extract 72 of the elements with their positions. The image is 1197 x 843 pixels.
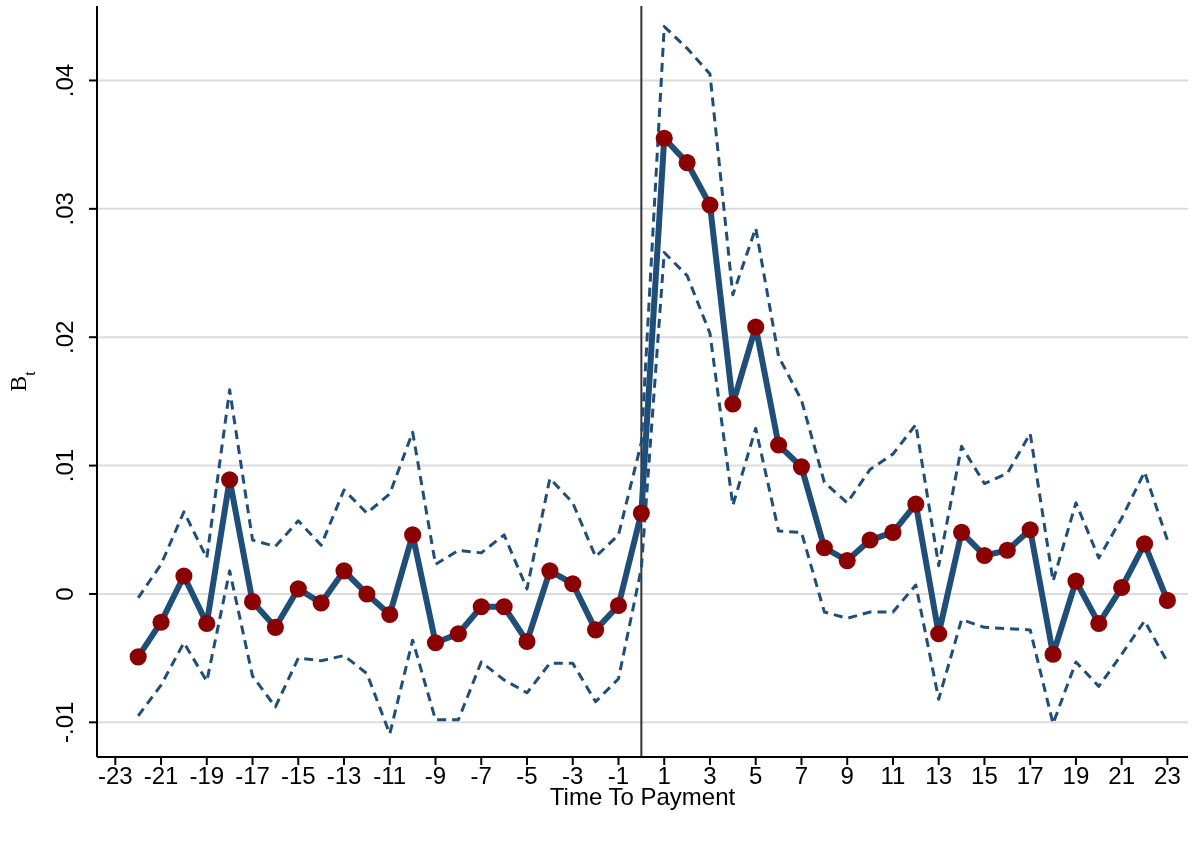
x-tick-label: -7 xyxy=(470,762,492,790)
x-tick-label: -9 xyxy=(424,762,447,790)
point xyxy=(770,436,788,454)
point xyxy=(198,614,216,633)
point xyxy=(1067,572,1085,590)
x-tick-label: -17 xyxy=(235,762,270,790)
x-tick-label: 7 xyxy=(794,762,809,790)
point xyxy=(975,546,993,564)
point xyxy=(335,562,353,580)
point xyxy=(907,495,925,513)
x-tick-label: 15 xyxy=(971,762,998,790)
point xyxy=(724,395,742,413)
point xyxy=(472,598,490,616)
point xyxy=(1113,579,1131,597)
y-tick-label: 0 xyxy=(51,587,78,601)
point xyxy=(312,594,330,612)
point xyxy=(861,531,879,549)
point xyxy=(266,618,284,636)
point xyxy=(884,523,902,541)
point xyxy=(381,605,399,624)
x-tick-label: -23 xyxy=(97,762,133,790)
point xyxy=(289,580,307,598)
point xyxy=(175,567,193,585)
y-tick-label: .03 xyxy=(51,192,78,226)
x-tick-label: -21 xyxy=(143,762,179,790)
x-tick-label: 21 xyxy=(1108,762,1136,790)
point xyxy=(609,596,628,615)
point xyxy=(1090,614,1108,633)
point xyxy=(998,541,1016,559)
point xyxy=(518,632,536,650)
point xyxy=(541,562,559,580)
x-tick-label: 17 xyxy=(1016,762,1044,790)
point xyxy=(953,523,971,541)
x-tick-label: 23 xyxy=(1154,762,1181,790)
point xyxy=(701,196,719,214)
x-tick-label: 19 xyxy=(1062,762,1090,790)
y-tick-label: .01 xyxy=(51,448,78,483)
x-tick-label: 13 xyxy=(925,762,953,790)
point xyxy=(449,625,467,643)
y-tick-label: -.01 xyxy=(51,701,78,744)
y-tick-label: .02 xyxy=(51,320,78,354)
point xyxy=(221,471,239,489)
point xyxy=(564,575,582,593)
point xyxy=(815,539,833,557)
point xyxy=(358,585,376,603)
x-tick-label: -13 xyxy=(326,762,362,790)
point xyxy=(1158,591,1176,609)
point xyxy=(838,552,856,570)
x-tick-label: -11 xyxy=(373,762,407,790)
y-tick-label: .04 xyxy=(51,63,78,98)
point xyxy=(1135,535,1154,553)
point xyxy=(495,598,513,616)
x-tick-label: -15 xyxy=(280,762,316,790)
point xyxy=(152,613,170,631)
x-tick-label: -19 xyxy=(189,762,225,790)
x-tick-label: 5 xyxy=(749,762,763,790)
point xyxy=(129,648,147,666)
point xyxy=(678,154,696,172)
x-tick-label: 9 xyxy=(840,762,854,790)
point xyxy=(632,504,650,522)
point xyxy=(1021,521,1039,539)
point xyxy=(587,621,605,639)
point xyxy=(1044,645,1062,663)
x-tick-label: -5 xyxy=(516,762,538,790)
point xyxy=(792,458,811,476)
point xyxy=(747,318,765,336)
point xyxy=(404,526,422,544)
point xyxy=(243,593,262,611)
point xyxy=(655,129,673,147)
x-tick-label: 11 xyxy=(880,762,906,790)
point xyxy=(930,625,948,643)
point xyxy=(426,634,445,652)
